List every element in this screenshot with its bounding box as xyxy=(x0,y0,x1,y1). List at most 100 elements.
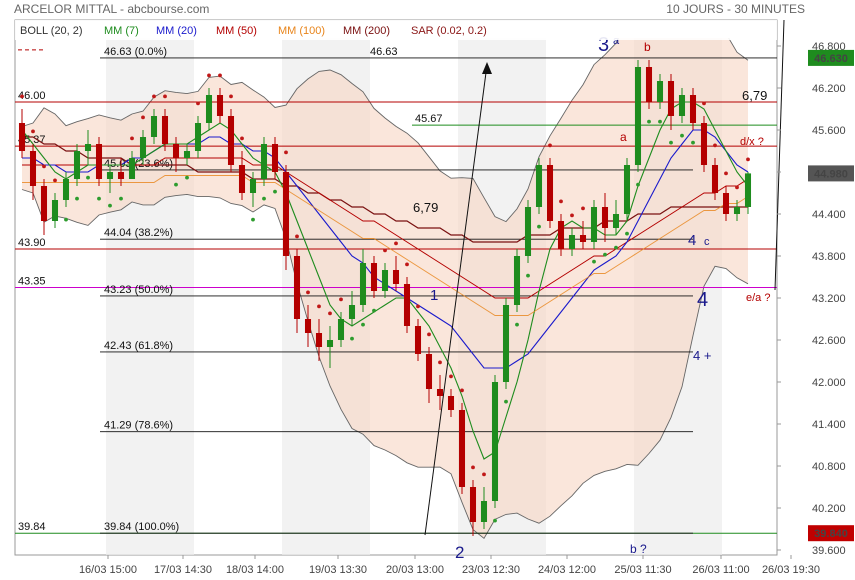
sar-dot-long xyxy=(273,189,277,194)
candle-up xyxy=(348,305,356,319)
y-tick-label: 43.800 xyxy=(812,251,846,263)
candle-up xyxy=(128,158,136,179)
price-tag xyxy=(808,525,854,542)
sar-dot-short xyxy=(581,206,585,211)
sar-dot-short xyxy=(438,360,442,365)
arrow-head xyxy=(482,62,492,74)
candle-up xyxy=(568,235,576,249)
candle-up xyxy=(62,179,70,200)
sar-dot-long xyxy=(526,273,530,278)
candle-up xyxy=(491,382,499,501)
candle-up xyxy=(194,123,202,151)
candle-up xyxy=(656,81,664,102)
price-axis: 46.80046.20045.60045.00044.40043.80043.2… xyxy=(777,41,854,557)
level-label: 45.67 xyxy=(415,113,443,125)
sar-dot-long xyxy=(647,119,651,124)
sar-dot-short xyxy=(394,241,398,246)
wave-label: a xyxy=(620,130,627,144)
legend-item: BOLL (20, 2) xyxy=(20,25,83,37)
y-tick-label: 40.200 xyxy=(812,503,846,515)
wave-label: c xyxy=(704,236,710,248)
candle-down xyxy=(414,326,422,354)
sar-dot-short xyxy=(20,94,24,99)
sar-dot-short xyxy=(141,115,145,120)
sar-dot-long xyxy=(97,196,101,201)
sar-dot-long xyxy=(680,133,684,138)
sar-dot-short xyxy=(31,129,35,134)
sar-dot-short xyxy=(240,136,244,141)
candle-up xyxy=(73,151,81,179)
candle-up xyxy=(183,151,191,158)
sar-dot-short xyxy=(218,73,222,78)
candle-down xyxy=(458,410,466,487)
sar-dot-short xyxy=(53,178,57,183)
candle-down xyxy=(117,172,125,179)
sar-dot-long xyxy=(603,252,607,257)
legend-item: MM (7) xyxy=(104,25,139,37)
sar-dot-long xyxy=(669,140,673,145)
candle-up xyxy=(634,67,642,165)
candle-down xyxy=(700,123,708,165)
sar-dot-long xyxy=(119,196,123,201)
level-label: 46.63 xyxy=(370,46,398,58)
sar-dot-short xyxy=(196,101,200,106)
x-tick-label: 26/03 11:00 xyxy=(692,564,749,576)
bollinger-upper xyxy=(21,38,749,223)
y-tick-label: 39.600 xyxy=(812,545,846,557)
candle-down xyxy=(216,95,224,116)
sar-dot-short xyxy=(295,234,299,239)
wave-label: 4 xyxy=(697,289,708,311)
x-tick-label: 25/03 11:30 xyxy=(614,564,671,576)
y-tick-label: 44.400 xyxy=(812,209,846,221)
candle-up xyxy=(513,256,521,305)
sar-dot-short xyxy=(383,248,387,253)
wave-label: 2 xyxy=(455,543,464,562)
candle-up xyxy=(84,144,92,151)
price-tag xyxy=(808,165,854,182)
candle-down xyxy=(238,165,246,193)
candle-up xyxy=(480,501,488,522)
candle-up xyxy=(106,172,114,179)
candle-up xyxy=(535,165,543,207)
sar-dot-short xyxy=(471,465,475,470)
sar-dot-short xyxy=(306,290,310,295)
sar-dot-short xyxy=(570,213,574,218)
bollinger-lower xyxy=(21,189,749,539)
sar-dot-short xyxy=(713,143,717,148)
candle-up xyxy=(249,179,257,193)
sar-dot-long xyxy=(658,119,662,124)
candle-up xyxy=(326,340,334,347)
chart-period: 10 JOURS - 30 MINUTES xyxy=(666,2,805,16)
candle-up xyxy=(678,95,686,116)
candle-down xyxy=(579,235,587,242)
horizontal-levels: 46.0045.3743.9043.3539.8446.6345.6746.63… xyxy=(15,46,777,534)
candle-down xyxy=(689,95,697,123)
x-tick-label: 18/03 14:00 xyxy=(226,564,284,576)
candle-down xyxy=(304,319,312,333)
sar-dot-long xyxy=(493,518,497,523)
candle-down xyxy=(722,193,730,214)
sar-dot-long xyxy=(350,336,354,341)
x-tick-label: 26/03 19:30 xyxy=(762,564,820,576)
sar-dot-long xyxy=(361,322,365,327)
sar-dot-short xyxy=(130,136,134,141)
candle-down xyxy=(436,389,444,396)
target-label: 6,79 xyxy=(413,200,438,215)
wave-label: e/a ? xyxy=(746,292,770,304)
legend-item: MM (100) xyxy=(278,25,325,37)
sar-dot-long xyxy=(636,182,640,187)
sar-dot-short xyxy=(163,94,167,99)
chart-title: ARCELOR MITTAL - abcbourse.com xyxy=(14,2,209,16)
x-tick-label: 20/03 13:00 xyxy=(386,564,444,576)
sar-dot-long xyxy=(108,203,112,208)
sar-dot-short xyxy=(42,164,46,169)
trend-line-right xyxy=(774,19,785,291)
x-tick-label: 24/03 12:00 xyxy=(538,564,596,576)
candle-down xyxy=(29,151,37,186)
candle-up xyxy=(524,207,532,256)
wave-label: d/x ? xyxy=(740,136,764,148)
candle-up xyxy=(590,207,598,242)
y-tick-label: 42.000 xyxy=(812,377,846,389)
wave-label: 3 xyxy=(598,34,609,56)
level-label: 39.84 xyxy=(18,521,46,533)
